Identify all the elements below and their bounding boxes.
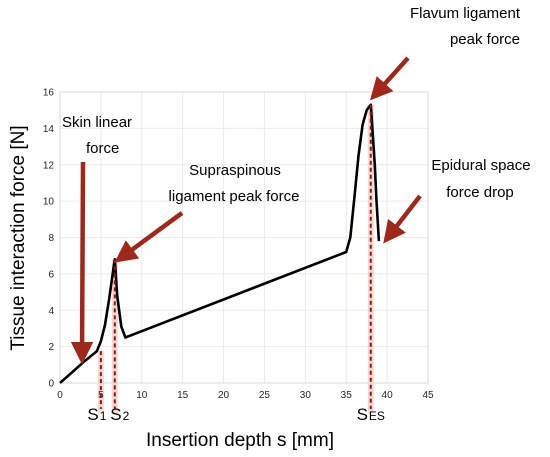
marker-label: S1	[87, 405, 106, 424]
annotation-epidural-line-1: Epidural space	[431, 157, 530, 174]
y-tick-label: 14	[43, 124, 55, 135]
annotation-arrows	[70, 56, 422, 365]
depth-markers: S1 S2 SES	[87, 104, 385, 424]
series-line	[59, 103, 381, 384]
skin-arrow	[70, 161, 94, 365]
annotation-flavum-line-2: peak force	[450, 31, 520, 48]
annotation-skin-line-1: Skin linear	[62, 114, 132, 131]
annotation-supra-line-1: Supraspinous	[189, 162, 281, 179]
supra-arrow	[114, 211, 184, 263]
marker-subscript: 2	[123, 409, 130, 423]
annotation-supra-line-2: ligament peak force	[169, 188, 300, 205]
epidural-arrow	[383, 194, 422, 244]
x-tick-label: 35	[341, 390, 353, 401]
y-axis-title: Tissue interaction force [N]	[8, 125, 29, 350]
y-tick-label: 8	[48, 233, 54, 244]
x-tick-label: 0	[57, 390, 63, 401]
annotations: Skin linear force Supraspinous ligament pea…	[62, 5, 531, 205]
annotation-epidural-line-2: force drop	[446, 184, 514, 201]
marker-subscript: ES	[369, 409, 385, 423]
series-layer	[59, 103, 381, 384]
marker-label: S2	[110, 405, 129, 424]
y-tick-label: 12	[43, 160, 55, 171]
plot-frame	[59, 91, 429, 384]
x-axis-title: Insertion depth s [mm]	[146, 430, 334, 451]
x-tick-label: 15	[177, 390, 189, 401]
y-tick-label: 6	[48, 269, 54, 280]
y-tick-label: 0	[48, 379, 54, 390]
x-tick-label: 45	[422, 390, 434, 401]
annotation-flavum-line-1: Flavum ligament	[410, 5, 521, 22]
x-tick-label: 30	[300, 390, 312, 401]
y-tick-label: 4	[48, 306, 54, 317]
x-tick-label: 10	[136, 390, 148, 401]
annotation-skin-line-2: force	[86, 140, 119, 157]
marker-highlights	[97, 104, 374, 413]
flavum-arrow	[369, 56, 410, 101]
marker-highlight	[111, 259, 118, 413]
y-tick-label: 2	[48, 342, 54, 353]
marker-subscript: 1	[100, 409, 107, 423]
x-tick-label: 40	[382, 390, 394, 401]
x-tick-label: 25	[259, 390, 271, 401]
y-tick-label: 16	[43, 88, 55, 99]
marker-label: SES	[357, 405, 385, 424]
x-tick-label: 20	[218, 390, 230, 401]
y-tick-label: 10	[43, 197, 55, 208]
